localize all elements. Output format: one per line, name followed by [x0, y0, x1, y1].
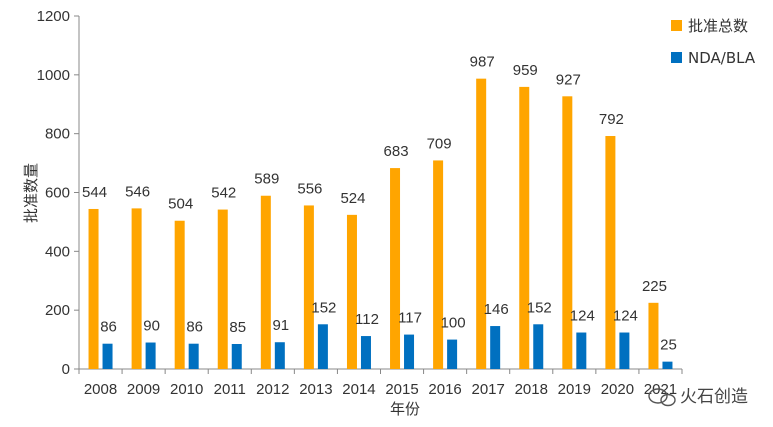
bar-nda-bla [662, 361, 673, 369]
data-labels: 544 546 504 542 589 556 524 683 709 987 959 927 792 2… [82, 54, 677, 354]
y-tick-label: 1200 [37, 8, 70, 25]
bar-nda-bla [360, 336, 371, 369]
bar-nda-bla [188, 343, 199, 369]
x-axis-title: 年份 [390, 400, 420, 418]
data-label-total: 225 [642, 278, 667, 295]
y-tick-label: 200 [45, 302, 70, 319]
bar-total [346, 214, 357, 369]
legend-label-total: 批准总数 [688, 17, 748, 35]
x-tick-label: 2015 [385, 381, 418, 398]
bar-nda-bla [404, 334, 415, 369]
bar-total [174, 220, 185, 369]
data-label-nda-bla: 112 [355, 311, 379, 328]
data-label-total: 589 [254, 171, 279, 188]
x-tick-label: 2009 [127, 381, 160, 398]
legend-label-nda-bla: NDA/BLA [688, 49, 756, 67]
y-tick-label: 600 [45, 185, 70, 202]
bars [88, 78, 673, 370]
data-label-nda-bla: 146 [484, 301, 509, 318]
bar-total [390, 168, 401, 369]
bar-nda-bla [102, 343, 113, 369]
x-axis: 2008 2009 2010 2011 2012 2013 2014 2015 2016 2017… [78, 368, 683, 398]
data-label-total: 987 [470, 54, 495, 71]
data-label-nda-bla: 124 [613, 308, 638, 325]
data-label-total: 683 [384, 143, 409, 160]
bar-nda-bla [317, 324, 328, 369]
bar-total [260, 195, 271, 369]
data-label-nda-bla: 124 [570, 308, 595, 325]
y-tick-label: 400 [45, 243, 70, 260]
data-label-total: 504 [168, 196, 193, 213]
y-tick-label: 0 [62, 361, 70, 378]
bar-nda-bla [576, 332, 587, 369]
bar-nda-bla [490, 326, 501, 369]
data-label-nda-bla: 91 [272, 317, 289, 334]
bar-nda-bla [274, 342, 285, 369]
bar-total [605, 136, 616, 369]
bar-nda-bla [447, 339, 458, 369]
bar-total [562, 96, 573, 370]
x-tick-label: 2013 [299, 381, 332, 398]
watermark-logo-icon [648, 388, 676, 407]
x-tick-label: 2019 [558, 381, 591, 398]
data-label-total: 524 [340, 190, 365, 207]
data-label-total: 709 [427, 135, 452, 152]
x-tick-label: 2012 [256, 381, 289, 398]
bar-total [648, 302, 659, 369]
data-label-total: 546 [125, 183, 150, 200]
data-label-total: 544 [82, 184, 107, 201]
data-label-nda-bla: 86 [186, 319, 203, 336]
bar-nda-bla [619, 332, 630, 369]
bar-total [88, 208, 99, 369]
x-tick-label: 2014 [342, 381, 375, 398]
legend-swatch-nda-bla [671, 52, 682, 63]
x-tick-label: 2010 [170, 381, 203, 398]
data-label-total: 959 [513, 62, 538, 79]
data-label-nda-bla: 100 [441, 315, 466, 332]
bar-nda-bla [145, 342, 156, 369]
bar-nda-bla [533, 324, 544, 369]
data-label-nda-bla: 90 [143, 318, 160, 335]
data-label-nda-bla: 117 [398, 310, 422, 327]
data-label-total: 556 [297, 180, 322, 197]
x-tick-label: 2020 [601, 381, 634, 398]
y-tick-label: 800 [45, 126, 70, 143]
data-label-total: 542 [211, 185, 236, 202]
bar-total [131, 208, 142, 369]
x-tick-label: 2008 [84, 381, 117, 398]
bar-total [476, 78, 487, 369]
data-label-nda-bla: 85 [229, 319, 246, 336]
x-tick-label: 2018 [515, 381, 548, 398]
data-label-nda-bla: 86 [100, 319, 117, 336]
data-label-nda-bla: 152 [527, 299, 552, 316]
legend: 批准总数 NDA/BLA [671, 17, 756, 67]
bar-nda-bla [231, 343, 242, 369]
data-label-nda-bla: 25 [660, 337, 677, 354]
data-label-total: 927 [556, 71, 581, 88]
watermark: 火石创造 [648, 387, 748, 407]
bar-total [433, 160, 444, 369]
x-tick-label: 2011 [214, 381, 246, 398]
y-axis-title: 批准数量 [22, 163, 40, 223]
bar-total [303, 205, 314, 369]
y-tick-label: 1000 [37, 67, 70, 84]
bar-total [519, 86, 530, 369]
y-axis: 0 200 400 600 800 1000 1200 [37, 8, 80, 378]
watermark-text: 火石创造 [680, 387, 748, 407]
x-tick-label: 2017 [471, 381, 504, 398]
bar-total [217, 209, 228, 369]
legend-swatch-total [671, 20, 682, 31]
data-label-total: 792 [599, 111, 624, 128]
data-label-nda-bla: 152 [311, 299, 336, 316]
x-tick-label: 2016 [428, 381, 461, 398]
